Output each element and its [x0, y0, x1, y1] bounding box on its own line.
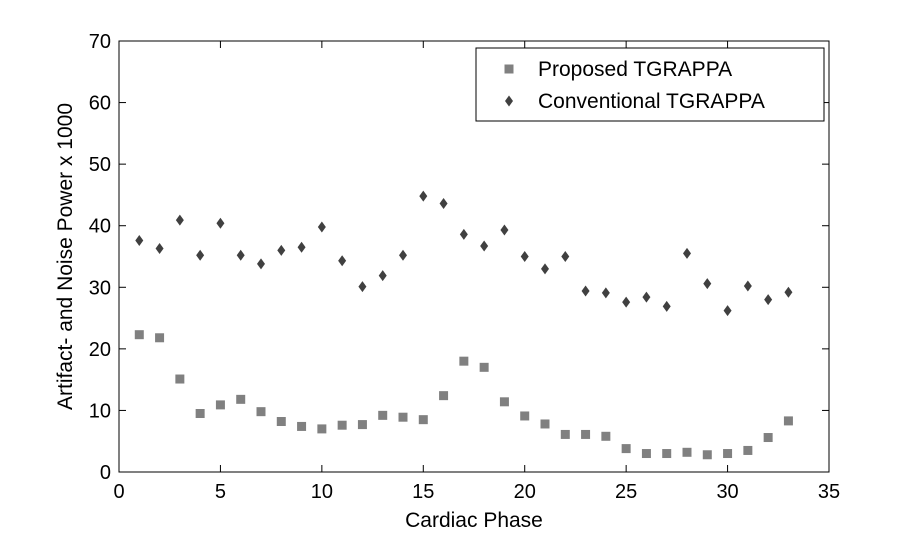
x-tick-label: 35: [818, 481, 840, 503]
conventional-point: [784, 286, 793, 298]
conventional-point: [723, 305, 732, 317]
y-axis-label: Artifact- and Noise Power x 1000: [54, 103, 77, 410]
proposed-point: [155, 333, 165, 343]
conventional-point: [399, 249, 407, 261]
proposed-point: [540, 419, 550, 429]
proposed-point: [378, 410, 388, 420]
conventional-point: [419, 190, 428, 202]
conventional-point: [439, 198, 448, 210]
conventional-point: [236, 249, 245, 261]
proposed-point: [702, 450, 712, 460]
proposed-point: [236, 394, 246, 404]
conventional-point: [662, 300, 671, 312]
conventional-point: [257, 258, 265, 270]
tick-labels: 0 5 10 15 20 25 30 35 0 10 20 30 40 50 60 70: [89, 31, 840, 503]
proposed-point: [723, 449, 733, 459]
proposed-point: [499, 397, 509, 407]
proposed-point: [682, 447, 692, 457]
conventional-point: [297, 241, 306, 253]
conventional-point: [581, 285, 590, 297]
y-tick-label: 70: [89, 31, 111, 53]
conventional-point: [642, 291, 651, 303]
y-tick-label: 30: [89, 277, 111, 299]
proposed-point: [297, 421, 307, 431]
conventional-point: [459, 228, 468, 240]
x-tick-label: 5: [215, 481, 226, 503]
conventional-point: [480, 240, 489, 252]
conventional-point: [378, 270, 387, 282]
conventional-point: [175, 214, 184, 226]
conventional-point: [155, 242, 164, 254]
legend-marker-diamond: [505, 95, 513, 107]
legend-box: [475, 47, 825, 122]
y-tick-label: 40: [89, 216, 111, 238]
proposed-point: [560, 429, 570, 439]
conventional-point: [500, 224, 509, 236]
conventional-point: [622, 296, 631, 308]
proposed-point: [763, 433, 773, 443]
proposed-point: [357, 420, 367, 430]
y-tick-label: 50: [89, 154, 111, 176]
axes-frame: [118, 40, 830, 473]
conventional-point: [317, 221, 326, 233]
proposed-point: [601, 431, 611, 441]
proposed-point: [317, 424, 327, 434]
conventional-point: [683, 247, 691, 259]
conventional-point: [703, 278, 712, 290]
conventional-point: [764, 294, 773, 306]
x-axis-label: Cardiac Phase: [405, 509, 543, 532]
proposed-point: [439, 391, 449, 401]
x-tick-label: 30: [716, 481, 738, 503]
series-proposed: [134, 330, 793, 460]
legend-label: Conventional TGRAPPA: [538, 90, 765, 113]
proposed-point: [175, 374, 185, 384]
conventional-point: [358, 281, 367, 293]
proposed-point: [418, 415, 428, 425]
conventional-point: [277, 244, 286, 256]
proposed-point: [783, 416, 793, 426]
y-tick-label: 10: [89, 400, 111, 422]
proposed-point: [276, 417, 286, 427]
proposed-point: [641, 449, 651, 459]
legend-marker-square: [504, 64, 514, 74]
proposed-point: [337, 420, 347, 430]
proposed-point: [256, 407, 266, 417]
x-tick-label: 15: [412, 481, 434, 503]
proposed-point: [459, 356, 469, 366]
proposed-point: [662, 449, 672, 459]
y-tick-label: 20: [89, 339, 111, 361]
proposed-point: [479, 362, 489, 372]
y-tick-label: 0: [100, 462, 111, 484]
conventional-point: [196, 249, 205, 261]
x-tick-label: 0: [113, 481, 124, 503]
plot-area: [134, 190, 793, 460]
proposed-point: [195, 409, 205, 419]
proposed-point: [215, 400, 225, 410]
axes: [118, 40, 830, 473]
conventional-point: [541, 263, 549, 275]
x-tick-label: 10: [311, 481, 333, 503]
proposed-point: [520, 411, 530, 421]
conventional-point: [135, 234, 144, 246]
conventional-point: [520, 251, 529, 262]
proposed-point: [743, 445, 753, 455]
legend-label: Proposed TGRAPPA: [538, 58, 732, 81]
y-tick-label: 60: [89, 93, 111, 115]
proposed-point: [581, 429, 591, 439]
conventional-point: [743, 280, 752, 292]
legend: Proposed TGRAPPA Conventional TGRAPPA: [475, 47, 825, 122]
proposed-point: [398, 412, 408, 422]
conventional-point: [338, 255, 347, 267]
conventional-point: [561, 251, 570, 262]
proposed-point: [621, 444, 631, 454]
x-tick-label: 25: [615, 481, 637, 503]
proposed-point: [134, 330, 144, 340]
x-tick-label: 20: [514, 481, 536, 503]
conventional-point: [601, 287, 610, 299]
conventional-point: [216, 217, 225, 229]
series-conventional: [135, 190, 793, 317]
